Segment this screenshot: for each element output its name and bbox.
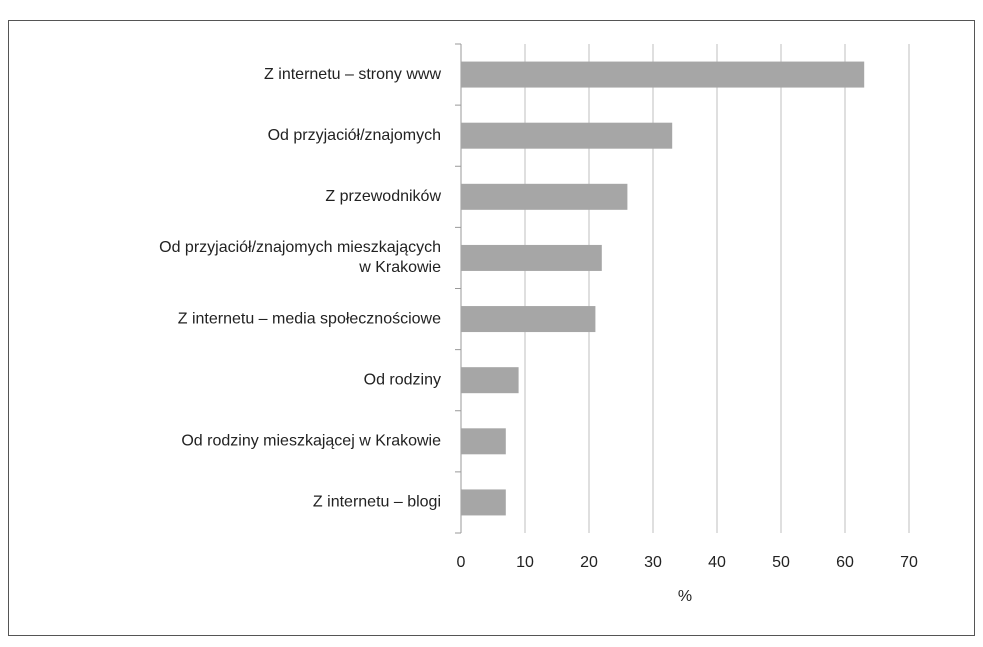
x-tick-label: 20 [580, 554, 598, 571]
bar [461, 122, 673, 149]
x-tick-label: 0 [457, 554, 466, 571]
y-tick-label: Z internetu – blogi [313, 494, 441, 511]
y-tick-label: Od przyjaciół/znajomych [268, 127, 441, 144]
x-tick-label: 10 [516, 554, 534, 571]
y-tick-label: Z przewodników [325, 188, 441, 205]
x-tick-label: 60 [836, 554, 854, 571]
x-tick-label: 70 [900, 554, 918, 571]
bar [461, 306, 596, 333]
bar [461, 428, 506, 455]
x-axis-label: % [678, 588, 692, 605]
bar [461, 489, 506, 516]
y-tick-label: Od rodziny mieszkającej w Krakowie [181, 433, 441, 450]
y-tick-label: Z internetu – media społecznościowe [178, 310, 441, 327]
x-tick-label: 40 [708, 554, 726, 571]
bar [461, 244, 602, 271]
y-tick-label: Z internetu – strony www [264, 66, 441, 83]
x-tick-label: 50 [772, 554, 790, 571]
bar [461, 367, 519, 394]
y-tick-label: Od przyjaciół/znajomych mieszkających w K… [159, 239, 441, 276]
x-tick-label: 30 [644, 554, 662, 571]
bar [461, 61, 865, 88]
bar [461, 183, 628, 210]
y-tick-label: Od rodziny [364, 371, 441, 388]
